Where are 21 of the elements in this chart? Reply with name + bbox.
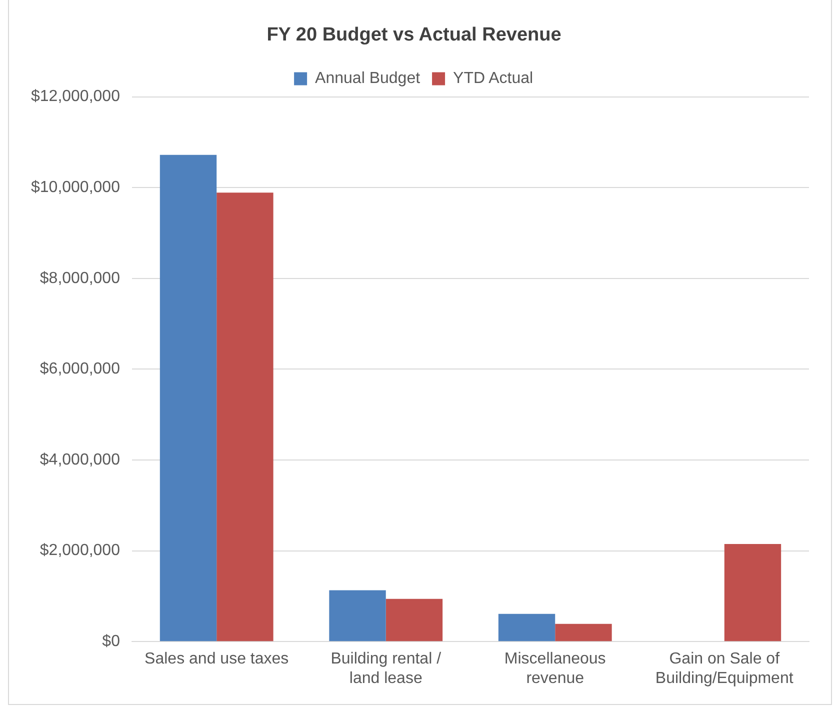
bar — [160, 154, 217, 642]
bar — [724, 544, 782, 642]
bar — [555, 624, 612, 642]
bar — [329, 590, 386, 642]
x-tick-label: Gain on Sale of Building/Equipment — [655, 650, 794, 687]
chart-title: FY 20 Budget vs Actual Revenue — [266, 24, 562, 46]
x-tick-label: Sales and use taxes — [144, 650, 289, 668]
y-tick-label: $4,000,000 — [40, 451, 120, 468]
y-tick-label: $12,000,000 — [30, 88, 120, 106]
x-tick-label: Miscellaneous revenue — [504, 650, 606, 687]
bar — [386, 598, 443, 642]
y-tick-label: $2,000,000 — [40, 542, 120, 560]
y-tick-label: $6,000,000 — [40, 360, 120, 378]
x-tick-label: Building rental / land lease — [330, 650, 442, 687]
bar — [498, 614, 556, 642]
y-tick-label: $0 — [102, 633, 120, 650]
y-tick-label: $10,000,000 — [30, 179, 120, 196]
y-tick-label: $8,000,000 — [40, 270, 120, 287]
legend-label: YTD Actual — [453, 70, 534, 88]
legend-label: Annual Budget — [315, 70, 421, 88]
bar — [216, 192, 274, 642]
